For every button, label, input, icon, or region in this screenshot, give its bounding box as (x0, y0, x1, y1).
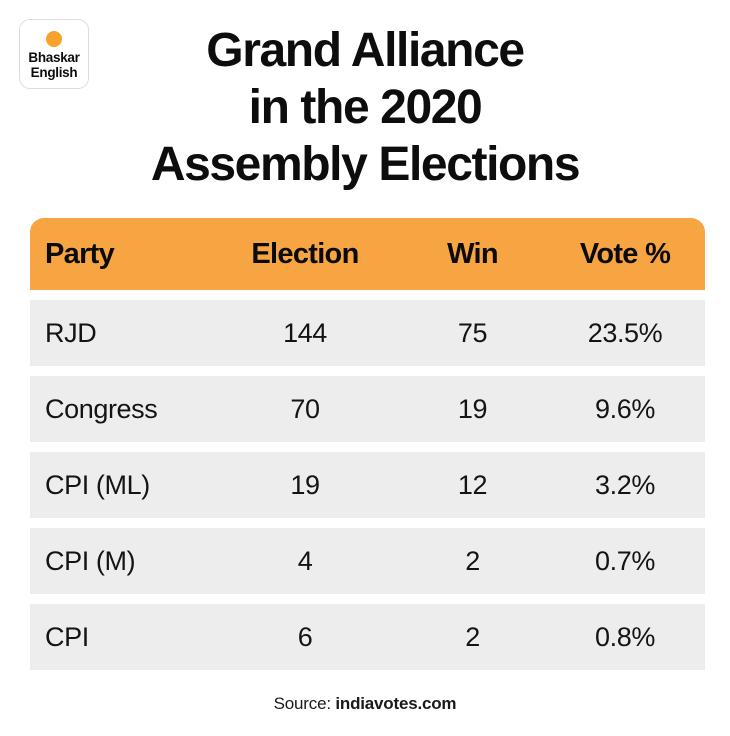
results-table: Party Election Win Vote % RJD 144 75 23.… (30, 218, 705, 670)
cell-party: CPI (M) (45, 545, 136, 576)
column-header-vote-pct: Vote % (579, 237, 671, 270)
table-row: CPI (M) 4 2 0.7% (30, 528, 705, 594)
cell-election: 6 (297, 621, 313, 652)
page-title: Grand Alliance in the 2020 Assembly Elec… (0, 22, 730, 193)
cell-vote-pct: 3.2% (595, 469, 655, 500)
cell-party: RJD (45, 317, 97, 348)
table-row: RJD 144 75 23.5% (30, 300, 705, 366)
cell-win: 12 (457, 469, 488, 500)
source-label: Source: (273, 694, 331, 713)
cell-win: 75 (457, 317, 488, 348)
table-row: CPI (ML) 19 12 3.2% (30, 452, 705, 518)
orange-dot-icon (46, 30, 62, 47)
page-title-line-1: Grand Alliance (206, 24, 525, 77)
column-header-party: Party (45, 237, 115, 270)
bhaskar-english-logo: Bhaskar English (19, 19, 89, 89)
table-header-row: Party Election Win Vote % (30, 218, 705, 290)
column-header-win: Win (447, 237, 498, 270)
cell-win: 2 (465, 621, 480, 652)
source-value: indiavotes.com (335, 694, 457, 713)
cell-party: Congress (45, 393, 158, 424)
column-header-election: Election (251, 237, 359, 270)
cell-vote-pct: 0.8% (595, 621, 655, 652)
cell-election: 4 (297, 545, 313, 576)
table-row: CPI 6 2 0.8% (30, 604, 705, 670)
cell-vote-pct: 9.6% (595, 393, 655, 424)
cell-election: 70 (290, 393, 320, 424)
cell-election: 19 (290, 469, 320, 500)
cell-win: 19 (457, 393, 488, 424)
page-title-line-2: in the 2020 (248, 81, 483, 134)
cell-vote-pct: 23.5% (587, 317, 663, 348)
logo-line-1: Bhaskar (28, 49, 80, 65)
cell-vote-pct: 0.7% (595, 545, 655, 576)
table-row: Congress 70 19 9.6% (30, 376, 705, 442)
page-title-line-3: Assembly Elections (150, 138, 581, 191)
source-note: Source: indiavotes.com (0, 694, 730, 714)
cell-win: 2 (465, 545, 480, 576)
cell-party: CPI (ML) (45, 469, 150, 500)
logo-line-2: English (30, 64, 78, 80)
cell-party: CPI (45, 621, 89, 652)
cell-election: 144 (283, 317, 327, 348)
